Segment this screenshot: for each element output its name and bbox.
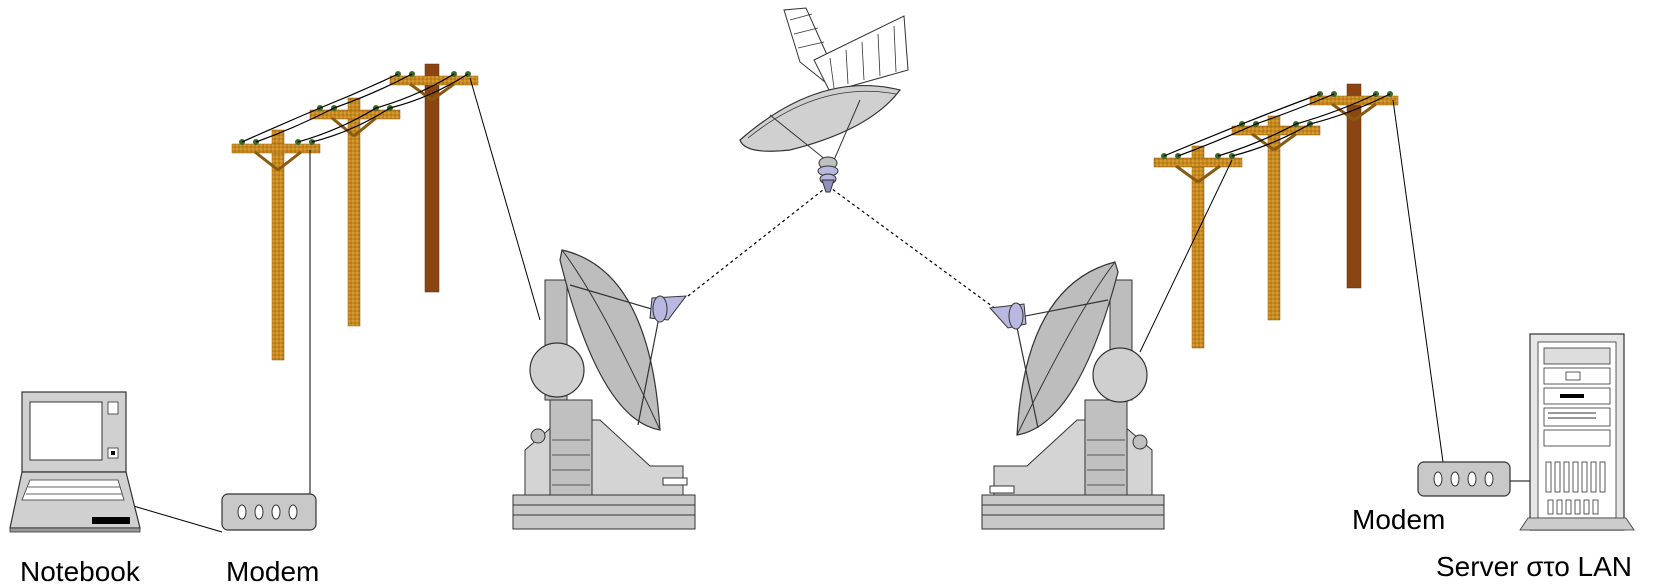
utility-poles-left — [231, 63, 479, 361]
connection-lines — [129, 77, 1535, 533]
utility-pole-icon — [1309, 83, 1399, 289]
utility-pole-icon — [1231, 115, 1321, 321]
satellite-dish-icon — [512, 249, 696, 530]
utility-pole-icon — [309, 97, 401, 327]
laptop-icon — [9, 391, 141, 533]
satellite-icon — [739, 7, 909, 193]
notebook-label: Notebook — [20, 556, 140, 587]
modem-icon — [221, 493, 317, 531]
satellite-dish-icon — [981, 261, 1165, 530]
utility-pole-icon — [1153, 145, 1243, 349]
utility-pole-icon — [231, 129, 321, 361]
modem-left-label: Modem — [226, 556, 320, 587]
satellite-link-lines — [687, 185, 1001, 313]
utility-pole-icon — [389, 63, 479, 293]
modem-icon — [1417, 461, 1511, 497]
modem-right-label: Modem — [1352, 504, 1446, 535]
server-label: Server στο LAN — [1436, 551, 1633, 582]
utility-poles-right — [1153, 83, 1399, 349]
server-tower-icon — [1519, 333, 1635, 531]
